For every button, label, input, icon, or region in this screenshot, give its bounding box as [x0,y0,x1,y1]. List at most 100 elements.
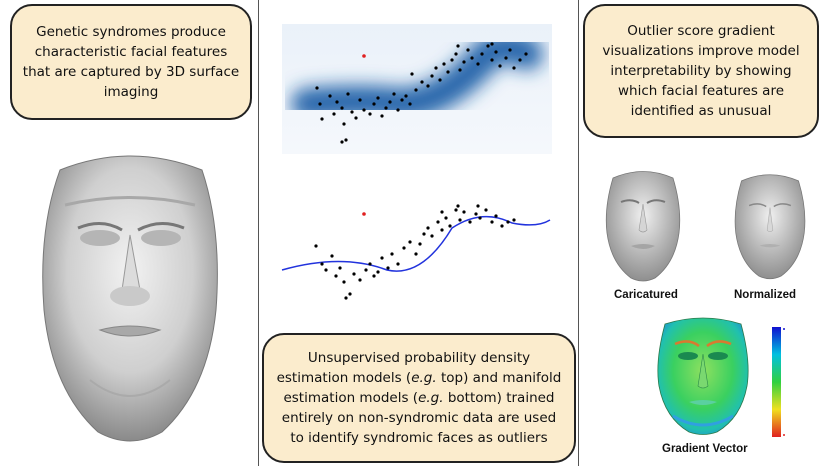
data-point [338,266,342,270]
data-point [380,114,384,118]
data-point [462,210,466,214]
data-point [498,64,502,68]
data-point [466,48,470,52]
data-point [324,268,328,272]
data-point [508,48,512,52]
manifold-estimation-plot [281,204,551,300]
data-point [438,78,442,82]
data-point [332,112,336,116]
density-estimation-plot [282,24,552,154]
data-point [486,44,490,48]
colorbar [772,327,785,437]
data-point [408,240,412,244]
data-point [318,102,322,106]
data-point [524,52,528,56]
data-point [434,66,438,70]
data-point [440,210,444,214]
data-point [396,262,400,266]
data-point [430,74,434,78]
density-points [315,42,528,144]
caricatured-label: Caricatured [614,289,678,301]
callout-italic-text: e.g. [411,370,437,386]
outlier-point [362,212,366,216]
data-point [462,60,466,64]
data-point [448,224,452,228]
data-point [354,116,358,120]
data-point [450,58,454,62]
data-point [490,58,494,62]
caricatured-face [605,171,681,282]
data-point [400,98,404,102]
data-point [392,92,396,96]
data-point [320,262,324,266]
manifold-points [314,204,516,300]
data-point [344,296,348,300]
data-point [474,212,478,216]
data-point [320,117,324,121]
callout-text: top) and manifold estimation models ( [283,370,562,406]
data-point [518,58,522,62]
data-point [422,232,426,236]
data-point [330,254,334,258]
right-divider [578,0,579,466]
data-point [478,216,482,220]
unsupervised-models-callout: Unsupervised probability density estimat… [262,333,576,463]
callout-text: bottom) trained entirely on non-syndromi… [281,390,557,446]
data-point [444,216,448,220]
data-point [384,106,388,110]
data-point [458,68,462,72]
normalized-label: Normalized [734,289,796,301]
face-scan-large [42,155,218,442]
data-point [402,246,406,250]
data-point [352,272,356,276]
data-point [426,226,430,230]
data-point [380,256,384,260]
left-divider [258,0,259,466]
data-point [426,84,430,88]
data-point [436,220,440,224]
data-point [364,268,368,272]
data-point [372,274,376,278]
data-point [342,122,346,126]
data-point [476,62,480,66]
data-point [348,292,352,296]
data-point [342,280,346,284]
data-point [480,52,484,56]
data-point [468,220,472,224]
data-point [454,52,458,56]
data-point [358,278,362,282]
outlier-point [362,54,366,58]
data-point [506,220,510,224]
data-point [315,86,319,90]
data-point [410,72,414,76]
data-point [388,100,392,104]
data-point [334,274,338,278]
data-point [344,138,348,142]
data-point [372,102,376,106]
gradient-visualization-callout: Outlier score gradient visualizations im… [583,4,819,138]
data-point [512,218,516,222]
data-point [386,266,390,270]
data-point [430,234,434,238]
data-point [350,110,354,114]
data-point [346,92,350,96]
data-point [420,80,424,84]
data-point [368,112,372,116]
data-point [396,108,400,112]
data-point [454,208,458,212]
data-point [390,252,394,256]
data-point [512,66,516,70]
data-point [358,98,362,102]
data-point [376,270,380,274]
data-point [414,252,418,256]
data-point [314,244,318,248]
data-point [442,62,446,66]
data-point [414,88,418,92]
gradient-vector-face [657,317,749,435]
normalized-face [734,174,806,280]
data-point [404,94,408,98]
gradient-vector-label: Gradient Vector [662,443,748,455]
data-point [340,106,344,110]
data-point [484,208,488,212]
data-point [494,50,498,54]
